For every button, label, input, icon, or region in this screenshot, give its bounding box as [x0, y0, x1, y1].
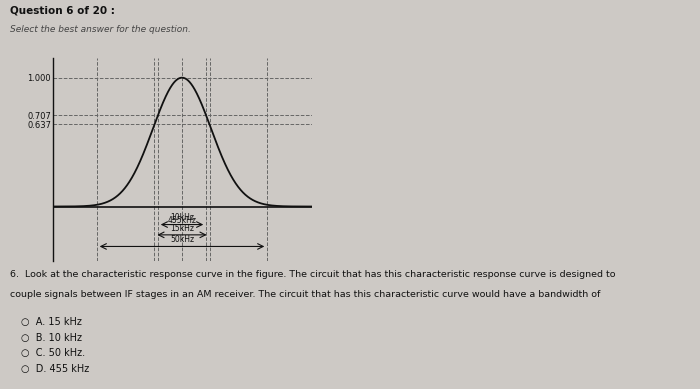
Text: ○  A. 15 kHz: ○ A. 15 kHz: [21, 317, 82, 327]
Text: 50kHz: 50kHz: [170, 235, 194, 244]
Text: Select the best answer for the question.: Select the best answer for the question.: [10, 25, 191, 34]
Text: 15kHz: 15kHz: [170, 224, 194, 233]
Text: ○  C. 50 kHz.: ○ C. 50 kHz.: [21, 348, 85, 358]
Text: 6.  Look at the characteristic response curve in the figure. The circuit that ha: 6. Look at the characteristic response c…: [10, 270, 616, 279]
Text: Question 6 of 20 :: Question 6 of 20 :: [10, 6, 116, 16]
Text: ○  D. 455 kHz: ○ D. 455 kHz: [21, 364, 90, 374]
Text: ○  B. 10 kHz: ○ B. 10 kHz: [21, 333, 82, 343]
Text: couple signals between IF stages in an AM receiver. The circuit that has this ch: couple signals between IF stages in an A…: [10, 290, 601, 299]
Text: 455kHz: 455kHz: [167, 216, 197, 224]
Text: 10kHz: 10kHz: [170, 213, 194, 222]
